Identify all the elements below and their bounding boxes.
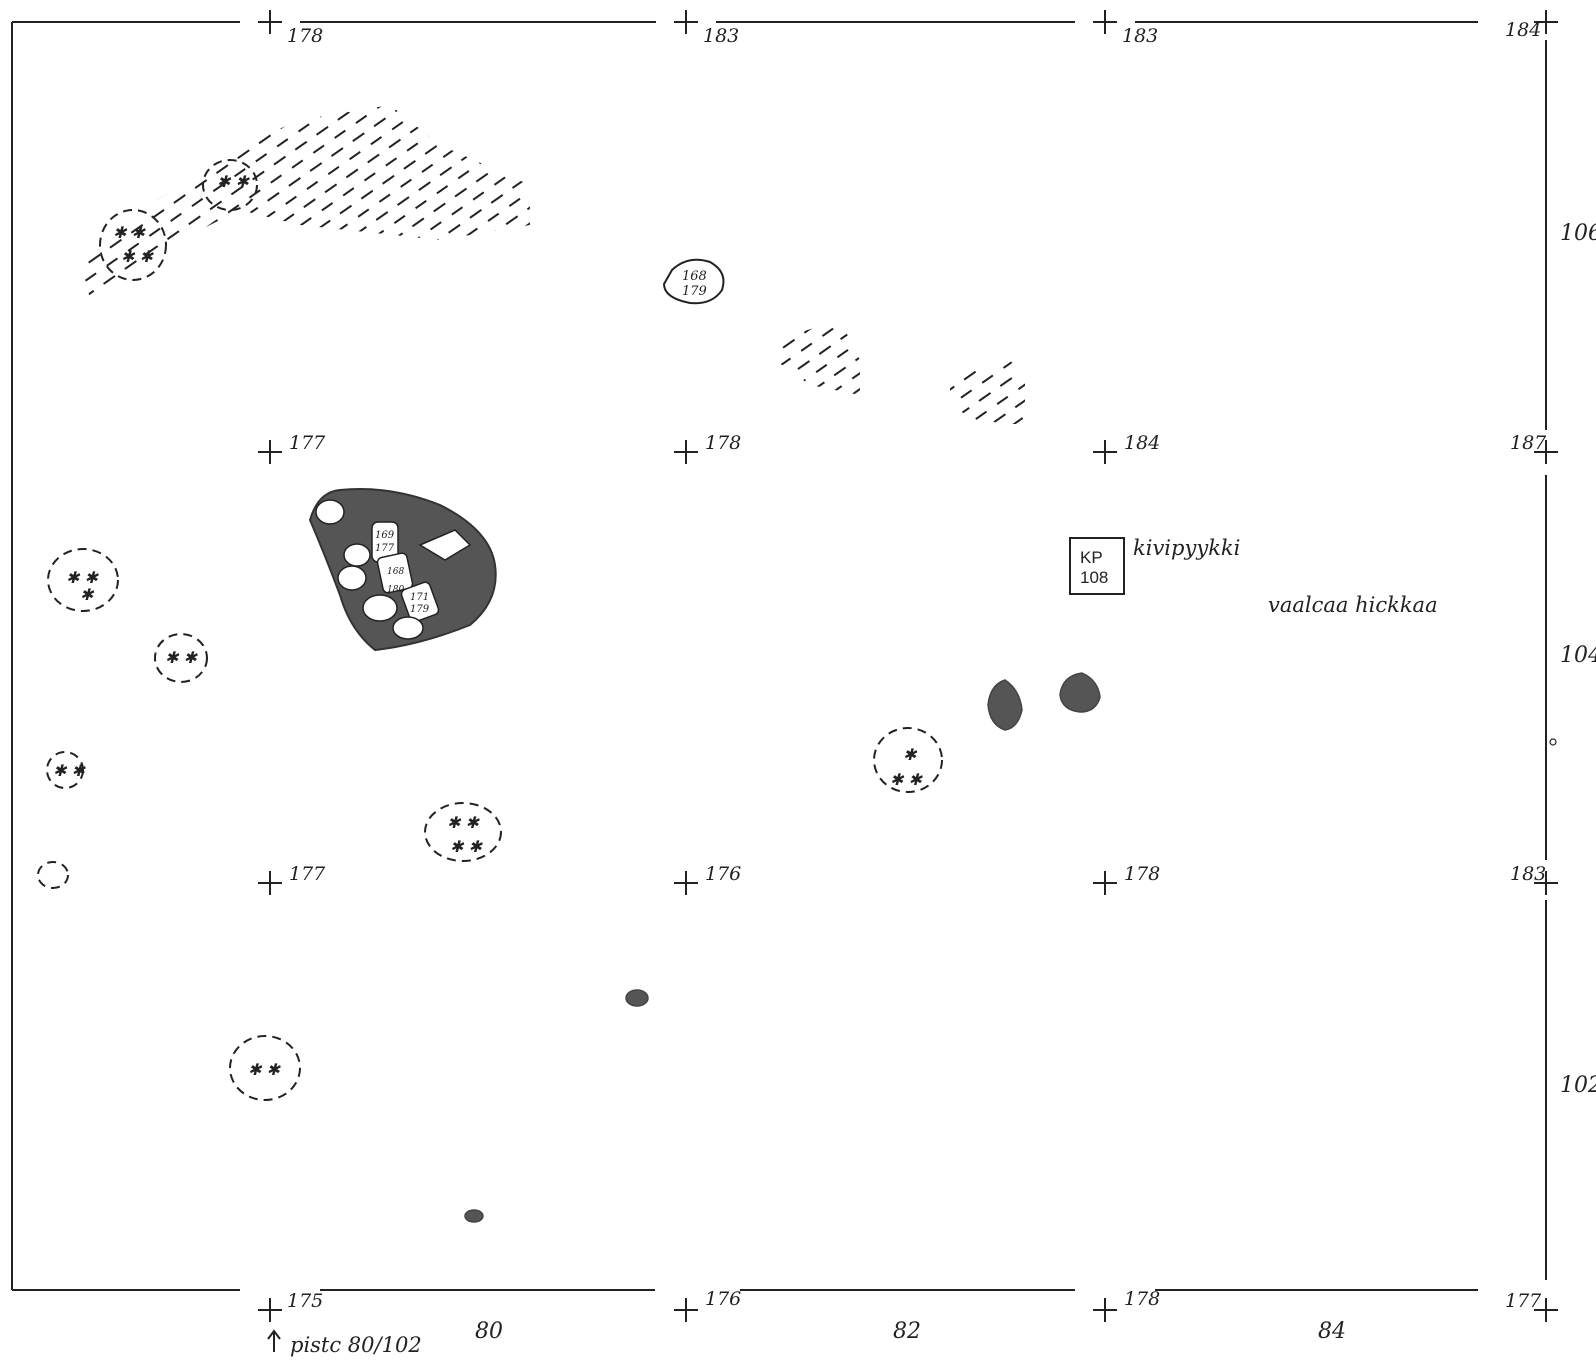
dashed-find-circle-icon <box>46 751 84 789</box>
x-axis-label: 80 <box>475 1319 503 1344</box>
svg-text:✱ ✱: ✱ ✱ <box>890 770 923 789</box>
elev-label: 184 <box>1505 19 1541 41</box>
find-marks: ✱ ✱✱ ✱ ✱ ✱ ✱ ✱✱ ✱ ✱ ✱ ✱ ✱ ✱✱ ✱ ✱ ✱ ✱✱ ✱ <box>53 172 923 1079</box>
stone-bench-label: kivipyykki <box>1133 536 1240 560</box>
svg-text:✱ ✱: ✱ ✱ <box>248 1060 281 1079</box>
svg-text:✱ ✱: ✱ ✱ <box>217 172 250 191</box>
hatch-area-icon <box>775 320 860 395</box>
plus-marker-icon <box>674 871 698 895</box>
plus-marker-icon <box>1093 1298 1117 1322</box>
find-tag-line: 169 <box>375 530 395 541</box>
axis-labels: 80 82 84 106 104 102 <box>475 221 1596 1344</box>
svg-text:✱ ✱: ✱ ✱ <box>66 568 99 587</box>
y-axis-label: 104 <box>1560 643 1596 668</box>
datum-note: pistc 80/102 <box>267 1329 422 1357</box>
kp-box: KP 108 <box>1069 537 1125 595</box>
svg-text:✱ ✱: ✱ ✱ <box>450 837 483 856</box>
plus-marker-icon <box>258 10 282 34</box>
elev-label: 183 <box>1510 863 1546 885</box>
find-tag-line: 168 <box>682 269 707 284</box>
find-tag-line: 179 <box>682 284 707 299</box>
elev-label: 177 <box>289 432 326 454</box>
plus-marker-icon <box>1093 871 1117 895</box>
svg-text:✱ ✱: ✱ ✱ <box>121 247 154 266</box>
plus-marker-icon <box>1093 10 1117 34</box>
dashed-find-circle-icon <box>873 727 943 793</box>
svg-text:✱: ✱ <box>80 585 95 604</box>
x-axis-label: 82 <box>893 1319 921 1344</box>
elev-label: 178 <box>1124 863 1160 885</box>
find-tag: 168 179 <box>662 258 725 305</box>
dashed-find-circle-icon <box>202 159 258 211</box>
find-tag-line: 168 <box>387 567 404 577</box>
elev-label: 184 <box>1124 432 1160 454</box>
plus-marker-icon <box>258 440 282 464</box>
plus-marker-icon <box>674 1298 698 1322</box>
dashed-find-circle-icon <box>154 633 208 683</box>
elev-label: 187 <box>1510 432 1547 454</box>
plus-marker-icon <box>674 10 698 34</box>
elev-label: 177 <box>289 863 326 885</box>
elev-label: 183 <box>703 25 739 47</box>
elev-label: 177 <box>1505 1290 1542 1312</box>
svg-text:✱ ✱: ✱ ✱ <box>165 648 198 667</box>
elev-label: 183 <box>1122 25 1158 47</box>
kp-label: KP <box>1080 548 1103 567</box>
find-tag-line: 171 <box>410 592 429 603</box>
hatched-areas <box>80 105 1025 425</box>
x-axis-label: 84 <box>1318 1319 1346 1344</box>
hatch-area-icon <box>950 360 1025 425</box>
plus-marker-icon <box>1534 871 1558 895</box>
plus-marker-icon <box>258 871 282 895</box>
grid-markers <box>258 10 1558 1322</box>
elev-label: 176 <box>705 1288 741 1310</box>
up-arrow-icon <box>267 1329 281 1352</box>
dashed-find-circle-icon <box>99 209 167 281</box>
find-tag-line: 180 <box>387 585 404 595</box>
dark-stones <box>464 672 1101 1223</box>
find-tag-line: 177 <box>375 543 395 554</box>
find-circles <box>37 159 943 1101</box>
elev-label: 178 <box>287 25 323 47</box>
dashed-find-circle-icon <box>47 548 119 612</box>
plus-marker-icon <box>674 440 698 464</box>
svg-text:✱ ✱: ✱ ✱ <box>447 813 480 832</box>
kp-number: 108 <box>1080 568 1108 587</box>
svg-text:✱ ✱: ✱ ✱ <box>113 223 146 242</box>
elev-label: 176 <box>705 863 741 885</box>
dashed-find-circle-icon <box>37 861 69 889</box>
hearth-area: 169 177 171 179 168 180 <box>308 488 497 652</box>
plus-marker-icon <box>1534 10 1558 34</box>
map-frame <box>11 21 1547 1291</box>
y-axis-label: 102 <box>1560 1073 1596 1098</box>
find-tag-line: 179 <box>410 604 430 615</box>
y-axis-label: 106 <box>1560 221 1596 246</box>
plus-marker-icon <box>1093 440 1117 464</box>
svg-text:✱ ✱: ✱ ✱ <box>53 761 86 780</box>
elev-label: 178 <box>1124 1288 1160 1310</box>
dashed-find-circle-icon <box>229 1035 301 1101</box>
small-marker <box>1549 738 1557 746</box>
elev-label: 175 <box>287 1290 323 1312</box>
svg-text:✱: ✱ <box>903 745 918 764</box>
hearth-stones <box>315 499 472 640</box>
hatch-area-icon <box>80 105 530 298</box>
plus-marker-icon <box>258 1298 282 1322</box>
plus-marker-icon <box>1534 440 1558 464</box>
elev-label: 178 <box>705 432 741 454</box>
dashed-find-circle-icon <box>424 802 502 862</box>
plus-marker-icon <box>1534 1298 1558 1322</box>
elevation-labels: 178 183 183 184 177 178 184 187 177 176 … <box>287 19 1547 1312</box>
datum-point-label: pistc 80/102 <box>290 1333 422 1357</box>
light-sand-label: vaalcaa hickkaa <box>1268 593 1438 617</box>
